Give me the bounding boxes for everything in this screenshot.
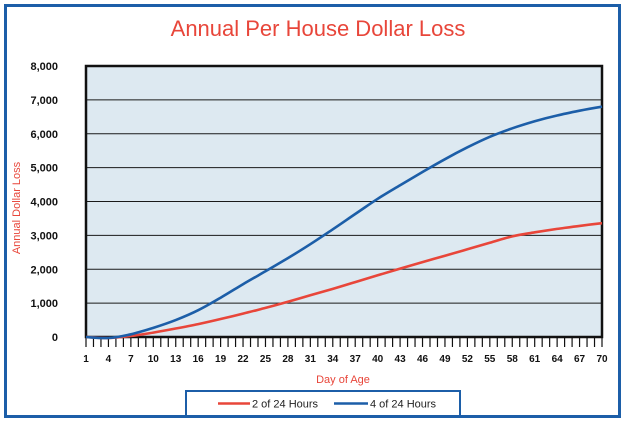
x-tick-label: 37 <box>350 354 362 365</box>
y-tick-label: 4,000 <box>30 197 58 209</box>
x-tick-label: 46 <box>417 354 429 365</box>
x-tick-label: 61 <box>529 354 541 365</box>
legend: 2 of 24 Hours 4 of 24 Hours <box>185 390 461 417</box>
x-tick-label: 25 <box>260 354 272 365</box>
x-tick-label: 10 <box>148 354 160 365</box>
x-tick-label: 70 <box>596 354 608 365</box>
y-axis-label: Annual Dollar Loss <box>11 161 23 254</box>
x-tick-label: 13 <box>170 354 182 365</box>
x-tick-label: 31 <box>305 354 317 365</box>
x-tick-label: 52 <box>462 354 474 365</box>
x-tick-label: 4 <box>106 354 112 365</box>
legend-label-series-1: 2 of 24 Hours <box>252 399 319 411</box>
x-tick-label: 22 <box>237 354 249 365</box>
x-tick-label: 58 <box>507 354 519 365</box>
legend-label-series-2: 4 of 24 Hours <box>370 399 437 411</box>
y-tick-label: 0 <box>52 332 58 344</box>
x-tick-label: 19 <box>215 354 227 365</box>
series-line-1 <box>85 221 603 340</box>
x-axis-label: Day of Age <box>316 374 370 386</box>
y-tick-label: 7,000 <box>30 95 58 107</box>
y-tick-label: 1,000 <box>30 298 58 310</box>
x-tick-label: 28 <box>282 354 294 365</box>
x-tick-label: 67 <box>574 354 586 365</box>
series-line-2 <box>85 105 603 340</box>
x-tick-label: 43 <box>395 354 407 365</box>
y-tick-label: 3,000 <box>30 230 58 242</box>
plot-area: 0 1,000 2,000 3,000 4,000 5,000 6,000 7,000 8,00… <box>30 61 608 365</box>
x-tick-label: 49 <box>439 354 451 365</box>
chart-title: Annual Per House Dollar Loss <box>171 16 466 41</box>
x-tick-label: 64 <box>552 354 564 365</box>
y-tick-label: 8,000 <box>30 61 58 73</box>
x-tick-label: 40 <box>372 354 384 365</box>
x-tick-label: 34 <box>327 354 339 365</box>
y-tick-label: 5,000 <box>30 163 58 175</box>
plot-border <box>84 64 604 339</box>
x-tick-label: 7 <box>128 354 134 365</box>
y-tick-label: 6,000 <box>30 129 58 141</box>
x-tick-label: 1 <box>83 354 89 365</box>
x-tick-label: 55 <box>484 354 496 365</box>
x-tick-label: 16 <box>193 354 205 365</box>
y-tick-label: 2,000 <box>30 264 58 276</box>
